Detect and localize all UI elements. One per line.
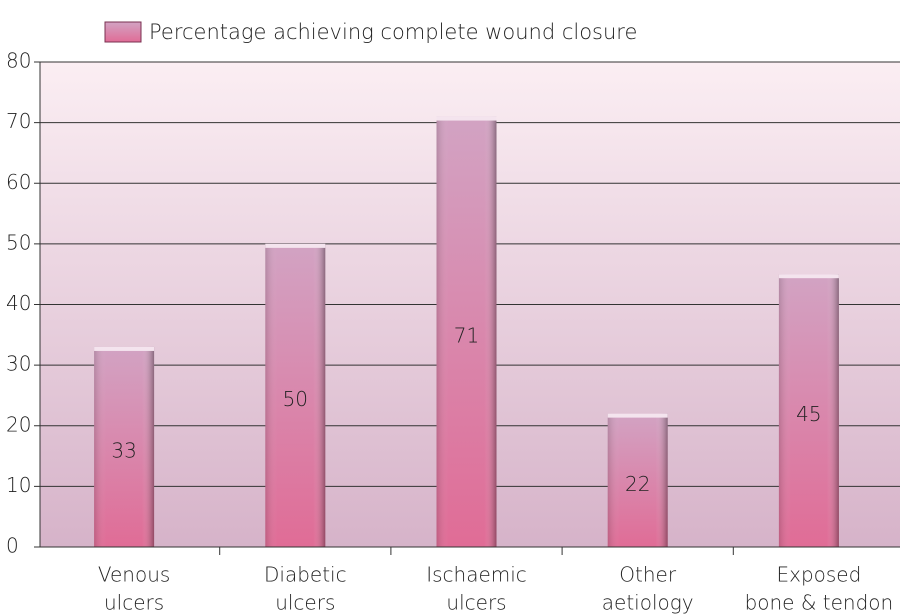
bar-cap	[778, 274, 839, 279]
x-tick-label: ulcers	[104, 591, 164, 615]
bar-shade	[265, 243, 326, 547]
bar-shade	[778, 274, 839, 547]
data-label: 71	[454, 323, 479, 347]
y-tick-label: 20	[6, 412, 31, 436]
x-tick-label: Diabetic	[264, 563, 347, 587]
legend-swatch	[104, 21, 142, 43]
data-label: 45	[796, 402, 821, 426]
y-tick-label: 30	[6, 352, 31, 376]
y-tick-label: 60	[6, 170, 31, 194]
y-tick-label: 40	[6, 291, 31, 315]
bar-cap	[607, 413, 668, 418]
x-tick-label: ulcers	[446, 591, 506, 615]
y-tick-label: 10	[6, 473, 31, 497]
bar-shade	[436, 116, 497, 547]
data-label: 33	[111, 438, 136, 462]
x-tick-label: Venous	[98, 563, 170, 587]
bar-shade	[607, 413, 668, 547]
x-tick-label: Ischaemic	[426, 563, 527, 587]
x-tick-label: Exposed	[776, 563, 861, 587]
legend-label: Percentage achieving complete wound clos…	[149, 20, 637, 44]
data-label: 22	[625, 472, 650, 496]
data-label: 50	[283, 387, 308, 411]
x-tick-label: ulcers	[275, 591, 335, 615]
bar-cap	[94, 346, 155, 351]
bar-shade	[94, 346, 155, 547]
x-tick-label: Other	[619, 563, 677, 587]
bar-cap	[436, 116, 497, 121]
x-tick-label: bone & tendon	[745, 591, 894, 615]
y-tick-label: 50	[6, 230, 31, 254]
y-tick-label: 70	[6, 109, 31, 133]
y-tick-label: 80	[6, 49, 31, 73]
y-tick-label: 0	[6, 534, 19, 558]
x-tick-label: aetiology	[602, 591, 694, 615]
bar-cap	[265, 243, 326, 248]
